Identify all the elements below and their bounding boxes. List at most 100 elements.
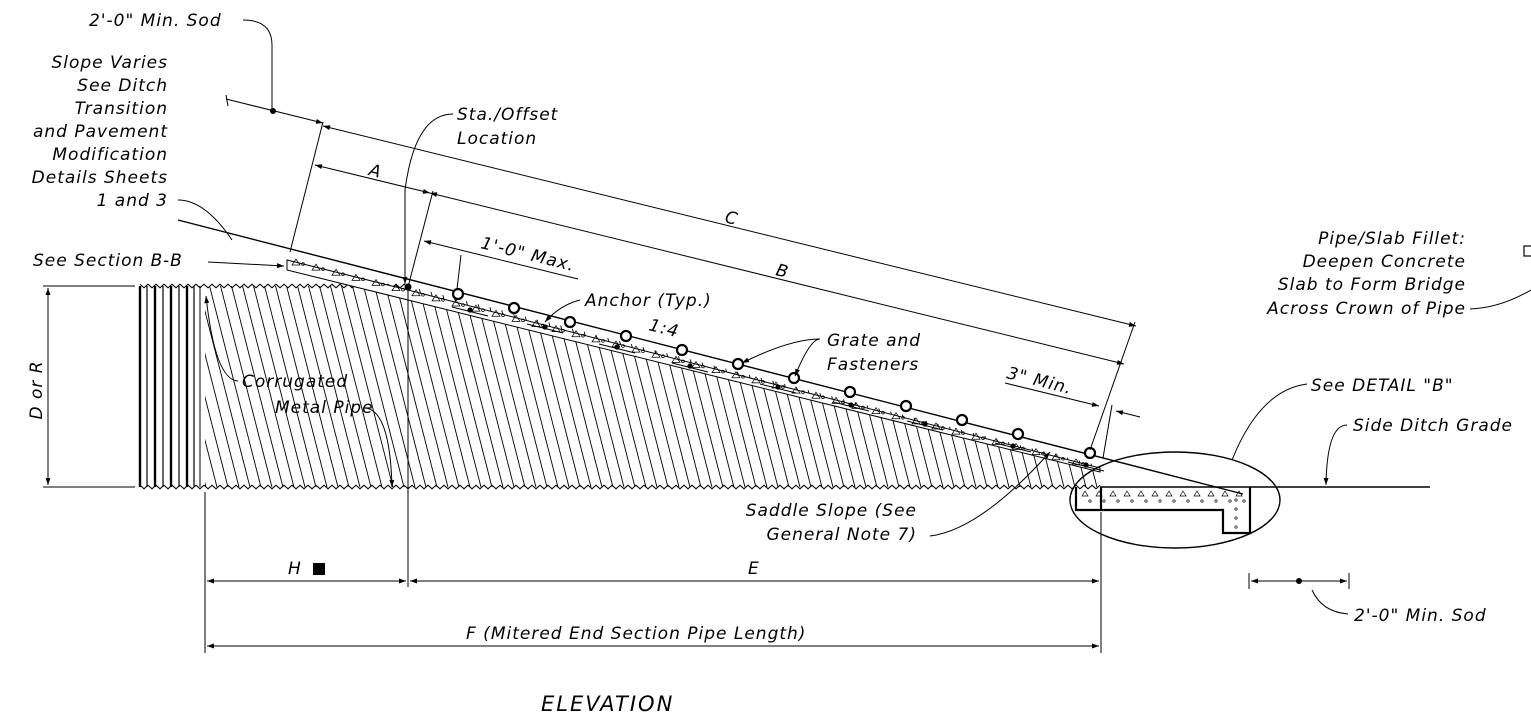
anchor-rod <box>759 383 797 394</box>
stipple-mark <box>1235 490 1243 497</box>
slope-varies-line-7: 1 and 3 <box>97 191 168 211</box>
hatch-line <box>251 286 308 487</box>
stipple-mark <box>701 364 705 369</box>
stipple-mark <box>1116 499 1120 503</box>
stipple-mark <box>971 432 981 440</box>
slope-varies-line-4: and Pavement <box>33 122 168 142</box>
anchor-label: Anchor (Typ.) <box>584 291 712 311</box>
hatch-line <box>636 286 693 487</box>
hatch-line <box>944 286 1001 487</box>
stipple-mark <box>1207 490 1215 497</box>
slope-varies-line-5: Modification <box>52 145 168 165</box>
hatch-line <box>1187 280 1242 495</box>
hatch-line <box>1176 280 1231 495</box>
grate-circle <box>619 329 633 343</box>
d-or-r-label: D or R <box>27 360 47 419</box>
hatch-line <box>625 286 682 487</box>
hatch-line <box>933 286 990 487</box>
hatch-line <box>856 286 913 487</box>
min-sod-top-label: 2'-0" Min. Sod <box>89 11 222 31</box>
grate-circle <box>955 413 969 427</box>
stipple-mark <box>1242 499 1246 503</box>
hatch-line <box>845 286 902 487</box>
leader-lines <box>177 19 1531 615</box>
hatch-line <box>790 286 847 487</box>
stipple-mark <box>1234 525 1238 529</box>
hatch-line <box>493 286 550 487</box>
hatch-line <box>1087 286 1100 487</box>
hatch-line <box>262 286 319 487</box>
pipe-slab-line-1: Pipe/Slab Fillet: <box>1318 229 1466 249</box>
stipple-mark <box>1172 499 1176 503</box>
cut-off-square-icon <box>1523 245 1531 257</box>
hatch-line <box>1132 280 1187 495</box>
slab-stipple <box>1081 490 1246 529</box>
pipe-slab-line-4: Across Crown of Pipe <box>1266 299 1466 319</box>
hatch-line <box>383 286 440 487</box>
stipple-mark <box>941 426 945 430</box>
stipple-mark <box>841 400 845 405</box>
grate-circle <box>451 287 465 301</box>
bottom-dimensions: H E F (Mitered End Section Pipe Length) <box>204 492 1350 653</box>
dim-e-label: E <box>748 559 760 579</box>
hatch-line <box>834 286 891 487</box>
stipple-mark <box>1137 490 1145 497</box>
hatch-line <box>1198 280 1253 495</box>
hatch-line <box>361 286 418 487</box>
hatch-line <box>1110 280 1165 495</box>
hatch-line <box>922 286 979 487</box>
stipple-mark <box>1234 507 1238 511</box>
hatch-line <box>205 286 242 487</box>
grate-circle <box>1083 446 1097 460</box>
hatch-line <box>205 286 231 487</box>
anchor-rod <box>994 442 1032 453</box>
stipple-mark <box>301 262 305 266</box>
grate-circle <box>787 371 801 385</box>
grate-circle <box>1011 427 1025 441</box>
pipe-bottom-corrugation <box>139 484 1101 490</box>
stipple-mark <box>911 417 921 425</box>
pipe-slab-line-3: Slab to Form Bridge <box>1278 275 1466 295</box>
see-section-label: See Section B-B <box>33 251 183 271</box>
stipple-mark <box>1234 516 1238 520</box>
stipple-mark <box>731 371 741 379</box>
stipple-mark <box>791 386 801 394</box>
pipe-slab-line-2: Deepen Concrete <box>1303 252 1466 272</box>
hatch-line <box>548 286 605 487</box>
stipple-mark <box>1051 453 1061 461</box>
hatch-line <box>273 286 330 487</box>
hatch-line <box>691 286 748 487</box>
min-sod-bottom-label: 2'-0" Min. Sod <box>1354 606 1487 626</box>
stipple-mark <box>1123 490 1131 497</box>
stipple-mark <box>961 431 965 435</box>
stipple-mark <box>851 401 861 409</box>
hatch-line <box>647 286 704 487</box>
dimension-d-or-r: D or R <box>27 285 135 488</box>
hatch-line <box>1121 280 1176 495</box>
stipple-mark <box>1179 490 1187 497</box>
side-ditch-label: Side Ditch Grade <box>1353 416 1513 436</box>
hatch-line <box>581 286 638 487</box>
stipple-mark <box>901 416 905 420</box>
hatch-line <box>812 286 869 487</box>
slope-varies-line-2: See Ditch <box>77 76 168 96</box>
stipple-mark <box>1221 490 1229 497</box>
grate-circle <box>731 357 745 371</box>
hatch-line <box>284 286 341 487</box>
hatch-line <box>669 286 726 487</box>
sta-offset-line-2: Location <box>457 129 537 149</box>
grate-line-2: Fasteners <box>827 355 919 375</box>
slope-varies-line-6: Details Sheets <box>32 168 168 188</box>
hatch-line <box>142 280 197 495</box>
grate-circle <box>843 385 857 399</box>
anchor-rod <box>832 401 870 412</box>
hatch-line <box>1143 280 1198 495</box>
stipple-mark <box>1158 499 1162 503</box>
stipple-mark <box>991 437 1001 445</box>
stipple-mark <box>781 385 785 389</box>
dim-b-label: B <box>774 260 791 282</box>
stipple-mark <box>291 258 301 266</box>
hatch-line <box>955 286 1012 487</box>
dim-a-label: A <box>366 160 384 183</box>
stipple-mark <box>881 410 885 415</box>
